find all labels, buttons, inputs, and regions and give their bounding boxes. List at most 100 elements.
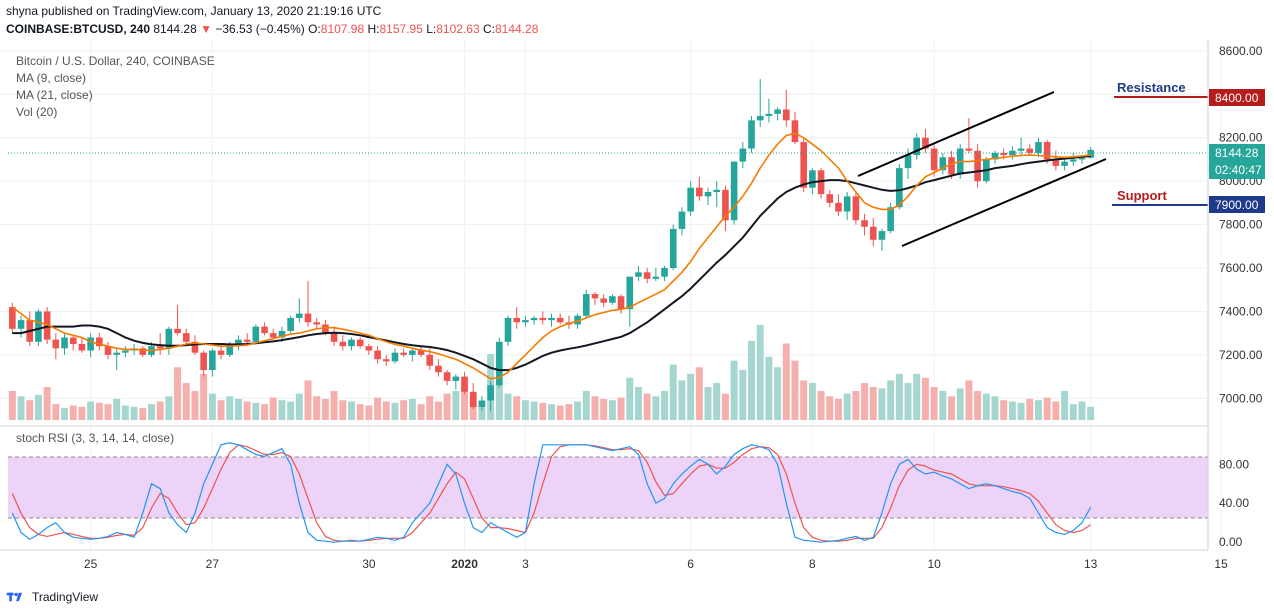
candle-body [287,317,294,331]
volume-bars [8,325,1095,420]
time-axis: 25 27 30 2020 3 6 8 10 13 15 [84,557,1228,571]
time-tick-label: 8 [809,557,816,571]
support-price-tag [1209,196,1265,213]
volume-bar [713,383,721,420]
volume-bar [261,404,269,420]
volume-bar [1000,400,1008,420]
volume-bar [461,380,469,420]
last-price-tag-text: 8144.28 [1215,146,1259,160]
volume-bar [826,396,834,420]
candle-body [504,317,512,342]
candle-body [182,333,190,342]
price-tick-label: 7200.00 [1219,348,1263,362]
candle-body [1026,148,1034,153]
volume-bar [95,402,103,420]
volume-bar [608,400,616,420]
volume-bar [739,369,747,420]
price-tick-label: 8200.00 [1219,131,1263,145]
volume-bar [904,383,912,420]
candle-body [617,296,625,310]
resistance-price-tag [1209,89,1265,106]
volume-bar [843,393,851,420]
volume-bar [139,408,147,420]
volume-bar [730,360,738,420]
volume-bar [1078,401,1086,420]
time-tick-label: 25 [84,557,98,571]
candle-body [574,315,581,325]
candle-body [817,170,825,195]
volume-bar [1017,402,1025,420]
candle-body [487,385,494,401]
volume-bar [226,396,234,420]
volume-bar [200,373,208,420]
candle-body [591,294,599,299]
time-tick-label: 15 [1214,557,1228,571]
volume-bar [965,380,973,420]
volume-bar [8,390,16,420]
candle-body [600,298,607,303]
volume-bar [565,404,573,420]
tradingview-logo-icon [6,592,23,602]
volume-bar [295,393,303,420]
volume-bar [869,387,877,420]
channel-lower-line [901,158,1107,247]
volume-bar [17,396,25,420]
volume-bar [669,364,677,420]
candle-body [922,137,929,149]
volume-bar [78,406,86,420]
candle-body [356,339,364,347]
candle-body [478,400,486,407]
volume-bar [661,390,669,420]
volume-bar [626,377,634,420]
candle-body [539,317,547,321]
candle-body [417,350,425,355]
candle-body [313,322,321,325]
volume-bar [269,397,277,420]
volume-bar [34,394,42,420]
stoch-band [8,457,1208,518]
support-label: Support [1117,188,1167,203]
candle-body [704,192,712,197]
volume-bar [443,393,451,420]
candle-body [1061,161,1068,166]
volume-bar [400,400,408,420]
ma9-legend: MA (9, close) [16,71,87,85]
candle-body [235,339,242,344]
candle-body [400,352,407,355]
ma21-legend: MA (21, close) [16,88,93,102]
volume-bar [574,401,582,420]
volume-bar [800,380,808,420]
volume-bar [695,367,703,420]
volume-bar [417,404,425,420]
volume-bar [339,400,347,420]
volume-bar [921,377,929,420]
volume-bar [617,397,625,420]
support-price-tag-text: 7900.00 [1215,198,1259,212]
candle-body [1009,150,1016,156]
time-tick-label: 27 [206,557,220,571]
volume-bar [52,404,60,420]
volume-bar [878,388,886,420]
change-arrow-icon: ▼ [200,22,212,36]
candle-body [165,328,173,349]
volume-bar [26,400,34,420]
volume-bar [721,393,729,420]
time-tick-label: 6 [687,557,694,571]
volume-bar [930,387,938,420]
volume-bar [287,401,295,420]
volume-bar [756,325,764,420]
volume-bar [43,387,51,420]
candle-body [991,152,999,160]
volume-bar [217,400,225,420]
volume-bar [765,356,773,420]
candle-body [9,307,16,329]
candle-body [930,148,938,171]
candle-body [374,350,381,360]
volume-bar [1087,406,1095,420]
candle-body [1043,142,1051,160]
candle-body [252,326,260,342]
volume-bar [974,390,982,420]
candles [9,79,1094,412]
candle-body [765,113,773,116]
